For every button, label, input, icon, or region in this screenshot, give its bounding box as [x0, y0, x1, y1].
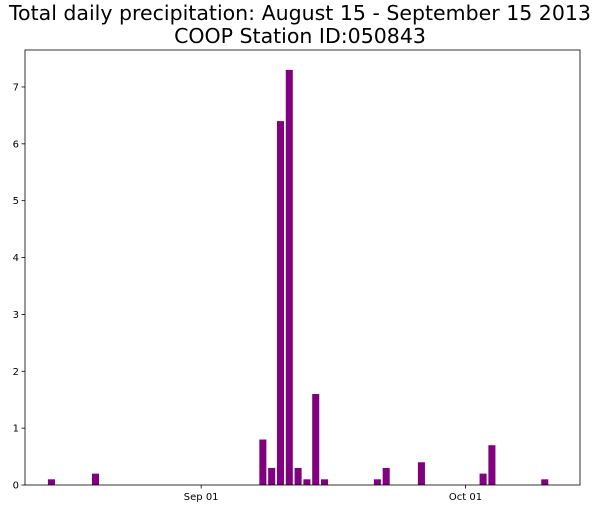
precip-bar [321, 479, 329, 485]
precip-bar [417, 462, 425, 485]
precip-bar [47, 479, 55, 485]
precip-bar [382, 467, 390, 485]
bars-group [47, 69, 549, 485]
precip-bar [285, 69, 293, 485]
chart-title: Total daily precipitation: August 15 - S… [0, 2, 593, 48]
precip-bar [294, 467, 302, 485]
y-tick-label: 4 [13, 253, 19, 264]
y-tick-label: 7 [13, 82, 19, 93]
precip-bar [541, 479, 549, 485]
precip-bar [488, 445, 496, 485]
precip-bar [479, 473, 487, 485]
precip-bar [276, 121, 284, 485]
y-tick-label: 1 [13, 424, 19, 435]
x-tick-label: Sep 01 [184, 492, 219, 503]
plot-frame [24, 49, 581, 486]
chart-subtitle-line: COOP Station ID:050843 [174, 24, 426, 48]
precip-bar [91, 473, 99, 485]
y-axis: 0 1 2 3 4 5 6 7 [13, 82, 25, 492]
y-tick-label: 6 [13, 139, 19, 150]
x-axis: Sep 01 Oct 01 [184, 485, 482, 503]
chart-title-line: Total daily precipitation: August 15 - S… [9, 1, 591, 25]
x-tick-label: Oct 01 [449, 492, 482, 503]
precip-bar [373, 479, 381, 485]
y-tick-label: 3 [13, 310, 19, 321]
precip-bar [268, 467, 276, 485]
precip-bar [303, 479, 311, 485]
precip-bar [312, 394, 320, 485]
y-tick-label: 5 [13, 196, 19, 207]
y-tick-label: 2 [13, 367, 19, 378]
y-tick-label: 0 [13, 481, 19, 492]
precip-bar [259, 439, 267, 485]
